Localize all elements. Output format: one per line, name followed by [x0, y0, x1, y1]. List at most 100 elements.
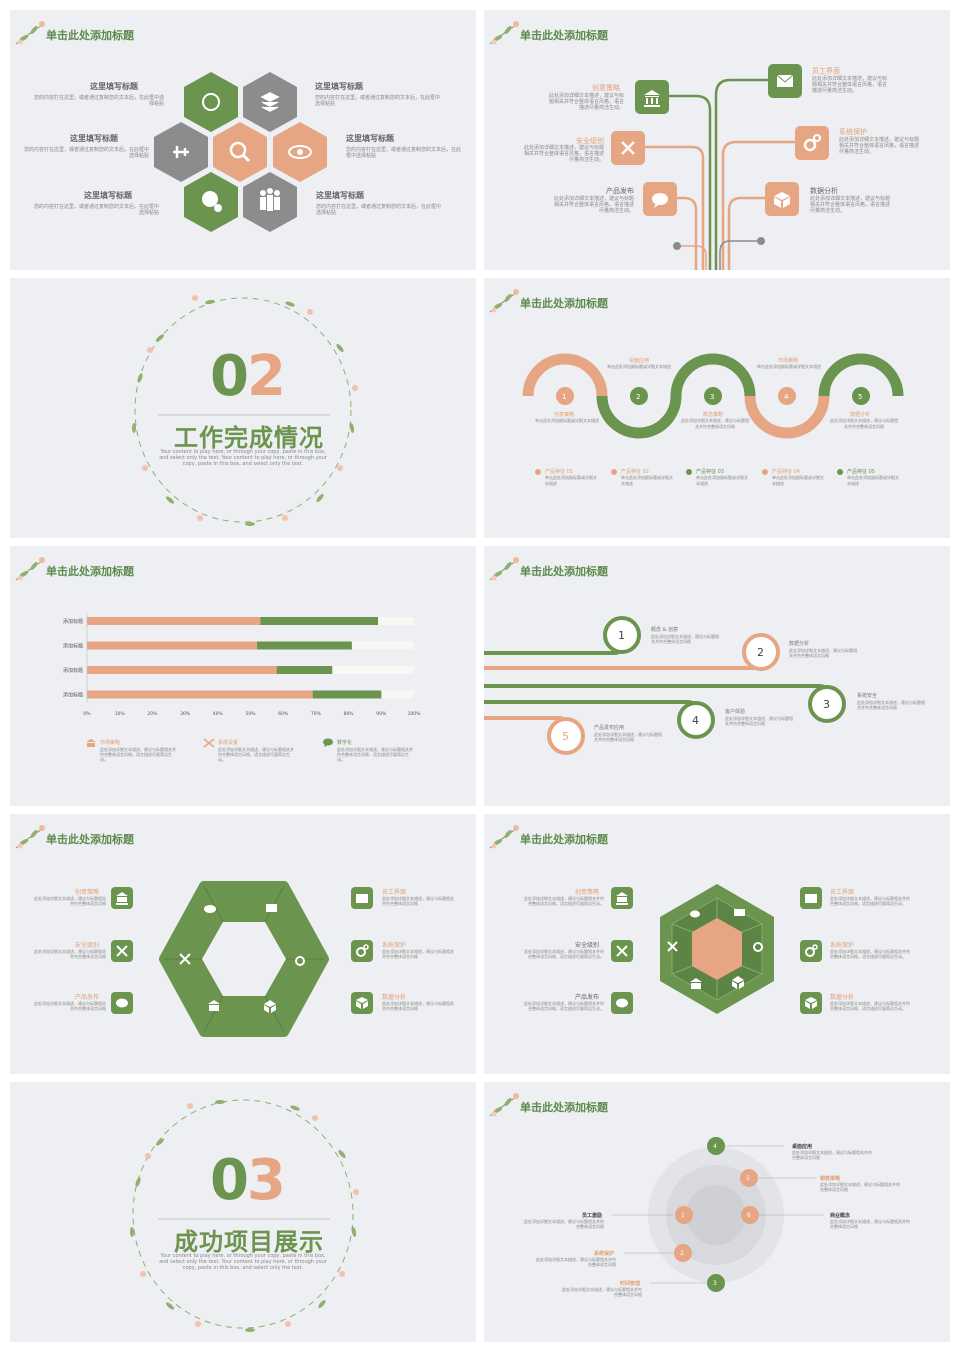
- legend-label: 市场策略: [100, 740, 121, 746]
- node-desc: 此处添加详细文本描述，建议与标题相关并符合整体语言风格: [524, 1219, 604, 1229]
- bank-icon: [635, 80, 669, 114]
- chat-icon: [643, 182, 677, 216]
- idea-icon: [202, 191, 218, 207]
- tools-icon: [203, 738, 215, 748]
- item-desc: 您的内容打在这里，或者通过复制您的文本后，在此框中选择粘贴: [346, 147, 462, 159]
- item-label: 安全级别: [575, 942, 600, 949]
- step-desc: 此处添加详细文本描述，建议与标题相关并符合整体语言风格: [594, 732, 662, 742]
- hex-search: [213, 122, 267, 182]
- mail-icon: [768, 64, 802, 98]
- step-desc: 此处添加详细文本描述，建议与标题相关并符合整体语言风格: [857, 700, 925, 710]
- gear-icon: [295, 956, 305, 966]
- section-number: 02: [210, 344, 286, 409]
- chat-icon: [111, 992, 133, 1014]
- item-desc: 此处添加详细文本描述，建议与标题相关并符合整体语言风格，语言描述尽量简洁生动。: [554, 196, 635, 214]
- hexagon-core: [660, 884, 774, 1014]
- step-label: 数据分析: [850, 412, 871, 418]
- bank-icon: [111, 887, 133, 909]
- slide-hexagon-ring: 单击此处添加标题 创意策略 此处添加详细文本描述，建议与标题相关并符合整体语言风…: [10, 814, 476, 1074]
- tools-icon: [611, 131, 645, 165]
- feature-label: 产品特征 04: [772, 469, 800, 475]
- item-label: 系统保护: [839, 128, 867, 136]
- item-desc: 此处添加详细文本描述，建议与标题相关并符合整体语言风格: [382, 1001, 454, 1011]
- wave-path: [522, 353, 904, 475]
- tool-icon: [173, 146, 189, 158]
- box-icon: [732, 976, 744, 989]
- pipeline-lines: [484, 616, 846, 755]
- step-label: 系统安全: [857, 693, 878, 699]
- tools-icon: [667, 941, 678, 952]
- feature-desc: 单击此处添加副标题或详细文本描述: [847, 475, 899, 486]
- slide-title: 单击此处添加标题: [520, 29, 608, 42]
- feature-label: 产品特征 02: [621, 469, 649, 475]
- slide-section-02: 02 工作完成情况 Your content to play here, or …: [10, 278, 476, 538]
- item-desc: 此处添加详细文本描述，建议与标题相关并符合整体语言风格，语言描述尽量简洁生动。: [524, 1001, 604, 1011]
- item-title: 这里填写标题: [90, 82, 138, 91]
- item-label: 系统保护: [830, 942, 855, 949]
- branch-lines: [644, 78, 796, 270]
- feature-desc: 单击此处添加副标题或详细文本描述: [621, 475, 673, 486]
- mail-icon: [351, 887, 373, 909]
- flower-sprig-icon: [15, 21, 45, 45]
- section-title: 成功项目展示: [174, 1228, 324, 1256]
- flower-wreath: [130, 1099, 359, 1332]
- item-desc: 您的内容打在这里，或者通过复制您的文本后，在此框中选择粘贴: [24, 147, 150, 159]
- step-number: 1: [562, 393, 567, 401]
- box-icon: [264, 1000, 276, 1013]
- feature-label: 产品特征 01: [545, 469, 573, 475]
- refresh-icon: [202, 93, 220, 111]
- feature-desc: 单击此处添加副标题或详细文本描述: [696, 475, 748, 486]
- section-title: 工作完成情况: [174, 424, 324, 452]
- eye-icon: [288, 145, 312, 159]
- bar-segment: [87, 690, 313, 699]
- flower-sprig-icon: [15, 557, 45, 581]
- node-number: 1: [681, 1212, 685, 1219]
- node-label: 商业概念: [830, 1213, 851, 1219]
- flower-wreath: [132, 295, 358, 526]
- gear-icon: [795, 126, 829, 160]
- item-label: 产品发布: [575, 994, 600, 1001]
- slide-hexagon-core: 单击此处添加标题 创意策略 此处添加详细文本描述，建议与标题相关并符合整体语言风…: [484, 814, 950, 1074]
- item-title: 这里填写标题: [84, 191, 132, 200]
- node-label: 桌面应用: [792, 1144, 813, 1150]
- item-label: 产品发布: [75, 994, 100, 1001]
- legend-desc: 此处添加详细文本描述，建议与标题相关并符合整体语言风格，语言描述尽量简洁生动。: [100, 747, 176, 762]
- tools-icon: [611, 940, 633, 962]
- flower-sprig-icon: [489, 21, 519, 45]
- step-number: 2: [636, 393, 641, 401]
- step-number: 5: [562, 730, 569, 743]
- step-desc: 此处添加详细文本描述，建议与标题相关并符合整体语言风格: [789, 648, 857, 658]
- node-label: 时间管理: [620, 1281, 641, 1287]
- item-desc: 此处添加详细文本描述，建议与标题相关并符合整体语言风格，语言描述尽量简洁生动。: [830, 949, 910, 959]
- step-number: 2: [757, 646, 764, 659]
- people-icon: [260, 188, 280, 211]
- slide-title: 单击此处添加标题: [46, 833, 134, 846]
- bar-segment: [87, 666, 277, 674]
- step-label: 创意策略: [554, 412, 575, 418]
- item-label: 员工界面: [382, 889, 407, 896]
- category-label: 添加标题: [63, 618, 83, 625]
- step-label: 概念策略: [703, 412, 724, 418]
- chat-icon: [611, 992, 633, 1014]
- flower-sprig-icon: [489, 557, 519, 581]
- tools-icon: [179, 953, 191, 965]
- node-desc: 此处添加详细文本描述，建议与标题相关并符合整体语言风格: [792, 1150, 872, 1160]
- step-label: 桌面应用: [629, 358, 650, 364]
- feature-label: 产品特征 03: [696, 469, 724, 475]
- item-desc: 此处添加详细文本描述，建议与标题相关并符合整体语言风格，语言描述尽量简洁生动。: [810, 196, 891, 214]
- category-label: 添加标题: [63, 643, 83, 650]
- bank-icon: [611, 887, 633, 909]
- step-number: 1: [618, 629, 625, 642]
- x-tick-label: 50%: [245, 711, 256, 717]
- slide-tree-branches: 单击此处添加标题 创意策略 此处添加详细文本描述，建议与标题相关并符合整体语言风…: [484, 10, 950, 270]
- node-label: 销售策略: [820, 1176, 841, 1182]
- item-desc: 此处添加详细文本描述，建议与标题相关并符合整体语言风格，语言描述尽量简洁生动。: [839, 137, 920, 155]
- item-desc: 此处添加详细文本描述，建议与标题相关并符合整体语言风格，语言描述尽量简洁生动。: [830, 1001, 910, 1011]
- step-label: 产品发布应用: [594, 725, 625, 731]
- mail-icon: [734, 909, 745, 916]
- item-label: 员工界面: [830, 889, 855, 896]
- chat-icon: [204, 905, 216, 913]
- slide-title: 单击此处添加标题: [520, 1101, 608, 1114]
- category-label: 添加标题: [63, 692, 83, 699]
- x-tick-label: 80%: [344, 711, 355, 717]
